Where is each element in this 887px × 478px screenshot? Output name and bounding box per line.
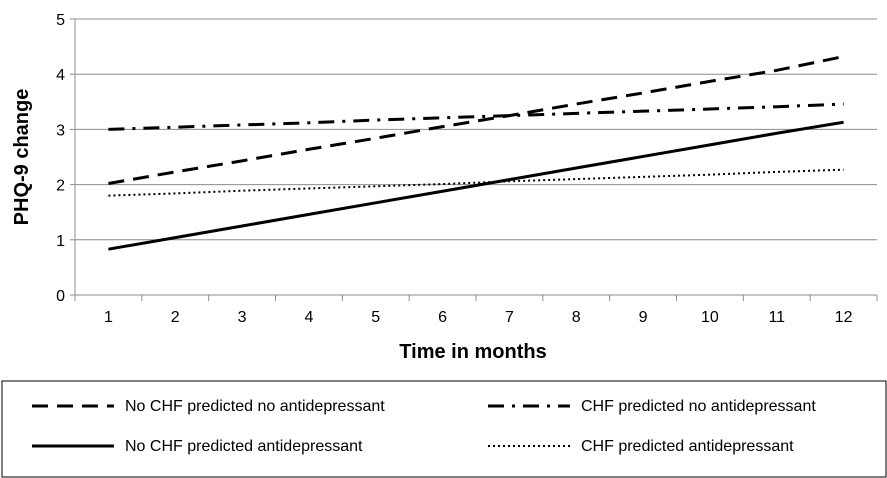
- legend: No CHF predicted no antidepressant CHF pr…: [1, 380, 887, 478]
- axes: [74, 19, 878, 301]
- series-line-2: [108, 102, 844, 131]
- y-axis-title: PHQ-9 change: [11, 89, 33, 226]
- x-tick-label: 9: [639, 309, 648, 326]
- y-tick-label: 2: [56, 178, 65, 195]
- x-tick-label: 8: [572, 309, 581, 326]
- legend-label: No CHF predicted antidepressant: [125, 438, 363, 455]
- legend-label: CHF predicted antidepressant: [581, 438, 794, 455]
- x-tick-label: 3: [238, 309, 247, 326]
- series-line-3: [108, 120, 844, 251]
- series-line-1: [108, 55, 844, 185]
- legend-label: CHF predicted no antidepressant: [581, 398, 816, 415]
- x-tick-label: 6: [438, 309, 447, 326]
- x-tick-label: 7: [505, 309, 514, 326]
- x-tick-labels: 1 2 3 4 5 6 7 8 9 10 11 12: [104, 309, 853, 326]
- x-tick-label: 11: [768, 309, 785, 326]
- legend-box: [1, 380, 887, 478]
- gridlines: [70, 18, 877, 296]
- x-tick-label: 1: [104, 309, 113, 326]
- y-tick-label: 0: [56, 288, 65, 305]
- x-tick-label: 2: [171, 309, 180, 326]
- series-lines: [108, 55, 844, 251]
- y-tick-label: 3: [56, 122, 65, 139]
- x-tick-label: 4: [304, 309, 313, 326]
- y-tick-label: 5: [56, 12, 65, 29]
- x-tick-label: 5: [371, 309, 380, 326]
- x-tick-label: 12: [835, 309, 853, 326]
- x-axis-title: Time in months: [399, 341, 546, 363]
- y-tick-labels: 0 1 2 3 4 5: [56, 12, 65, 305]
- legend-label: No CHF predicted no antidepressant: [125, 398, 385, 415]
- series-line-4: [108, 168, 844, 197]
- y-tick-label: 4: [56, 67, 65, 84]
- x-tick-label: 10: [701, 309, 719, 326]
- y-tick-label: 1: [56, 233, 65, 250]
